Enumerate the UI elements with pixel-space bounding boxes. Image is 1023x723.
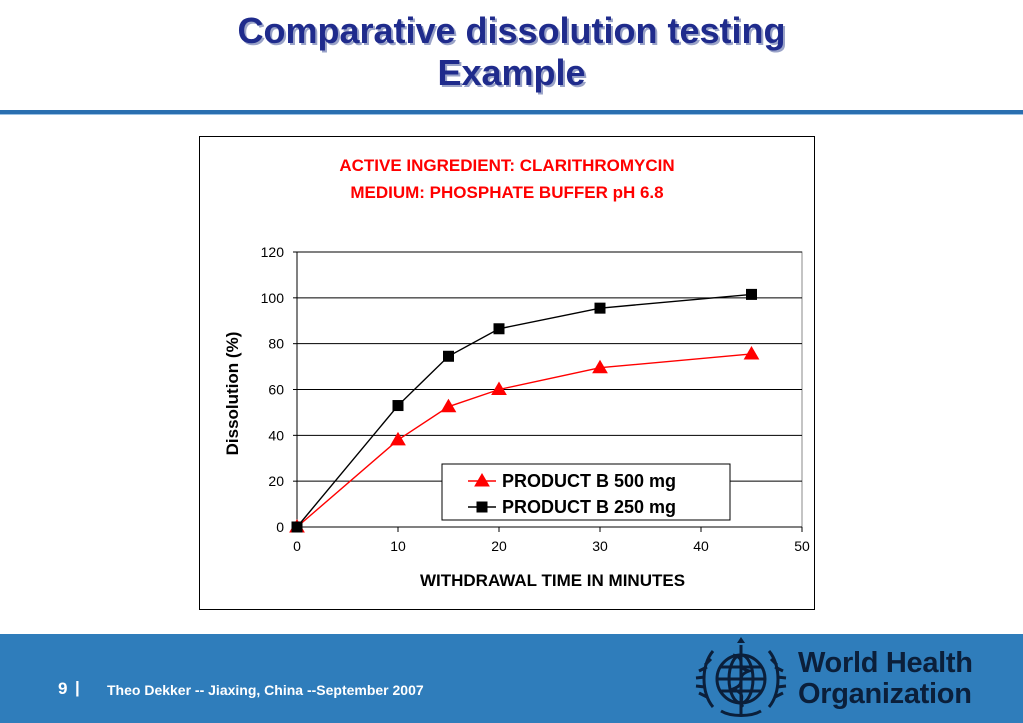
who-logo-line2: Organization [798, 678, 972, 710]
x-tick-label: 40 [693, 538, 709, 554]
who-logo-line1: World Health [798, 647, 973, 679]
data-point [746, 288, 757, 300]
slide-title-line2: Example [437, 52, 586, 93]
title-divider [0, 110, 1023, 115]
y-tick-label: 100 [261, 290, 285, 306]
legend-marker [474, 473, 490, 487]
data-point [392, 400, 404, 412]
page-number: 9 [58, 679, 68, 698]
data-point [594, 302, 606, 314]
slide-title-line1: Comparative dissolution testing [237, 10, 786, 51]
data-point [493, 323, 505, 335]
x-axis-label: WITHDRAWAL TIME IN MINUTES [420, 571, 685, 590]
y-axis-label: Dissolution (%) [223, 332, 242, 456]
data-point [291, 521, 303, 533]
y-tick-label: 120 [261, 244, 285, 260]
series-line-1 [296, 353, 752, 528]
y-tick-label: 80 [268, 336, 284, 352]
data-point [390, 431, 406, 446]
legend-box [441, 463, 731, 521]
dissolution-chart: ACTIVE INGREDIENT: CLARITHROMYCIN MEDIUM:… [223, 156, 810, 590]
y-tick-label: 20 [268, 473, 284, 489]
legend-label: PRODUCT B 250 mg [502, 497, 676, 517]
footer-bar: 9 | Theo Dekker -- Jiaxing, China --Sept… [0, 634, 1023, 723]
data-point [440, 398, 457, 413]
chart-title-line: ACTIVE INGREDIENT: CLARITHROMYCIN [339, 156, 674, 175]
data-point [743, 345, 760, 360]
data-point [443, 350, 454, 362]
footer-credit: Theo Dekker -- Jiaxing, China --Septembe… [107, 682, 424, 698]
chart-frame: ACTIVE INGREDIENT: CLARITHROMYCIN MEDIUM:… [199, 136, 815, 610]
who-emblem-icon [695, 637, 787, 717]
x-tick-label: 10 [390, 538, 406, 554]
x-tick-label: 20 [491, 538, 507, 554]
legend-label: PRODUCT B 500 mg [502, 471, 676, 491]
slide-title: Comparative dissolution testing Example [0, 10, 1023, 94]
x-tick-label: 30 [592, 538, 608, 554]
x-tick-label: 0 [293, 538, 301, 554]
y-tick-label: 0 [276, 519, 284, 535]
data-point [491, 381, 507, 395]
page-separator: | [75, 678, 80, 697]
data-point [592, 359, 608, 374]
y-tick-label: 60 [268, 382, 284, 398]
legend-marker [476, 501, 488, 513]
chart-title-line: MEDIUM: PHOSPHATE BUFFER pH 6.8 [350, 183, 663, 202]
x-tick-label: 50 [794, 538, 810, 554]
y-tick-label: 40 [268, 427, 284, 443]
series-line-2 [296, 293, 752, 528]
